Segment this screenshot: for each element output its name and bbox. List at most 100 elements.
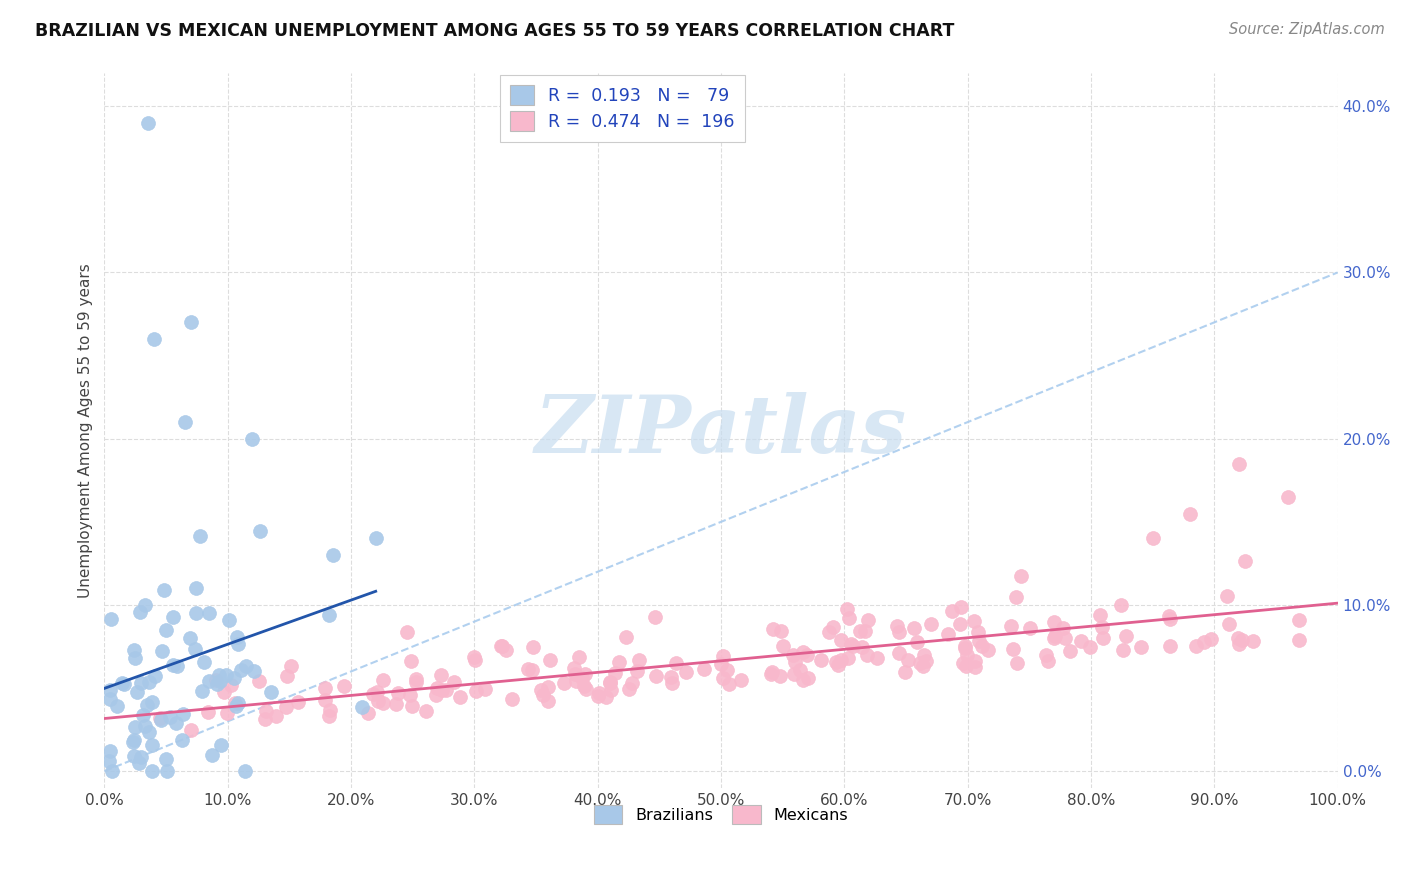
Point xyxy=(772,639,794,653)
Point xyxy=(1199,632,1222,647)
Point xyxy=(276,669,298,683)
Point xyxy=(173,415,195,429)
Point xyxy=(574,681,596,696)
Point xyxy=(405,675,427,690)
Point xyxy=(434,682,457,697)
Point xyxy=(1288,633,1310,648)
Point xyxy=(111,676,134,690)
Point xyxy=(586,689,609,703)
Point xyxy=(782,648,804,662)
Point xyxy=(1010,569,1032,583)
Point xyxy=(501,691,523,706)
Point xyxy=(1192,635,1215,649)
Point xyxy=(1004,591,1026,605)
Point xyxy=(516,662,538,676)
Point xyxy=(796,648,818,662)
Point xyxy=(1091,632,1114,646)
Point xyxy=(531,689,554,703)
Point xyxy=(318,709,340,723)
Y-axis label: Unemployment Among Ages 55 to 59 years: Unemployment Among Ages 55 to 59 years xyxy=(79,263,93,598)
Point xyxy=(98,683,121,698)
Point xyxy=(233,764,256,779)
Point xyxy=(134,598,156,612)
Point xyxy=(963,654,986,668)
Point xyxy=(425,689,447,703)
Point xyxy=(553,676,575,690)
Point xyxy=(150,643,173,657)
Point xyxy=(186,606,208,620)
Point xyxy=(858,613,880,627)
Point xyxy=(1043,629,1066,643)
Point xyxy=(620,676,643,690)
Point xyxy=(276,700,298,714)
Point xyxy=(371,673,394,688)
Point xyxy=(1227,637,1250,651)
Point xyxy=(886,618,908,632)
Point xyxy=(129,676,152,690)
Point xyxy=(159,709,181,723)
Point xyxy=(538,653,561,667)
Point xyxy=(396,624,419,639)
Point xyxy=(952,656,974,670)
Point xyxy=(941,603,963,617)
Point xyxy=(789,663,811,677)
Point xyxy=(536,694,558,708)
Point xyxy=(797,671,820,685)
Point xyxy=(616,631,638,645)
Point xyxy=(599,675,621,690)
Point xyxy=(215,706,238,721)
Point xyxy=(240,432,263,446)
Point xyxy=(887,625,910,640)
Point xyxy=(607,655,630,669)
Point xyxy=(426,681,449,695)
Point xyxy=(180,723,202,737)
Point xyxy=(644,610,666,624)
Point xyxy=(644,669,666,683)
Point xyxy=(132,708,155,723)
Text: BRAZILIAN VS MEXICAN UNEMPLOYMENT AMONG AGES 55 TO 59 YEARS CORRELATION CHART: BRAZILIAN VS MEXICAN UNEMPLOYMENT AMONG … xyxy=(35,22,955,40)
Point xyxy=(1277,490,1299,504)
Point xyxy=(977,643,1000,657)
Point xyxy=(398,688,420,702)
Point xyxy=(855,648,877,662)
Point xyxy=(1243,634,1265,648)
Point xyxy=(225,698,247,713)
Point xyxy=(122,735,145,749)
Point xyxy=(920,616,942,631)
Point xyxy=(1053,631,1076,645)
Point xyxy=(474,682,496,697)
Point xyxy=(247,673,270,688)
Point xyxy=(762,622,785,636)
Point xyxy=(125,685,148,699)
Point xyxy=(1185,640,1208,654)
Point xyxy=(770,624,793,638)
Point xyxy=(352,700,374,714)
Point xyxy=(180,315,202,329)
Point xyxy=(208,668,231,682)
Point xyxy=(201,747,224,762)
Point xyxy=(967,625,990,640)
Point xyxy=(761,665,783,680)
Point xyxy=(599,675,621,690)
Point xyxy=(179,631,201,645)
Point xyxy=(1159,612,1181,626)
Point xyxy=(827,658,849,673)
Point xyxy=(716,664,738,678)
Point xyxy=(464,683,486,698)
Point xyxy=(956,648,979,663)
Point xyxy=(224,672,246,686)
Point xyxy=(197,705,219,719)
Point xyxy=(162,610,184,624)
Point xyxy=(1218,616,1240,631)
Point xyxy=(142,332,165,346)
Point xyxy=(198,673,221,688)
Point xyxy=(522,640,544,654)
Point xyxy=(188,529,211,543)
Point xyxy=(314,681,336,695)
Point xyxy=(1157,609,1180,624)
Point xyxy=(713,648,735,663)
Point xyxy=(122,733,145,747)
Point xyxy=(911,659,934,673)
Text: ZIPatlas: ZIPatlas xyxy=(534,392,907,469)
Point xyxy=(1078,640,1101,655)
